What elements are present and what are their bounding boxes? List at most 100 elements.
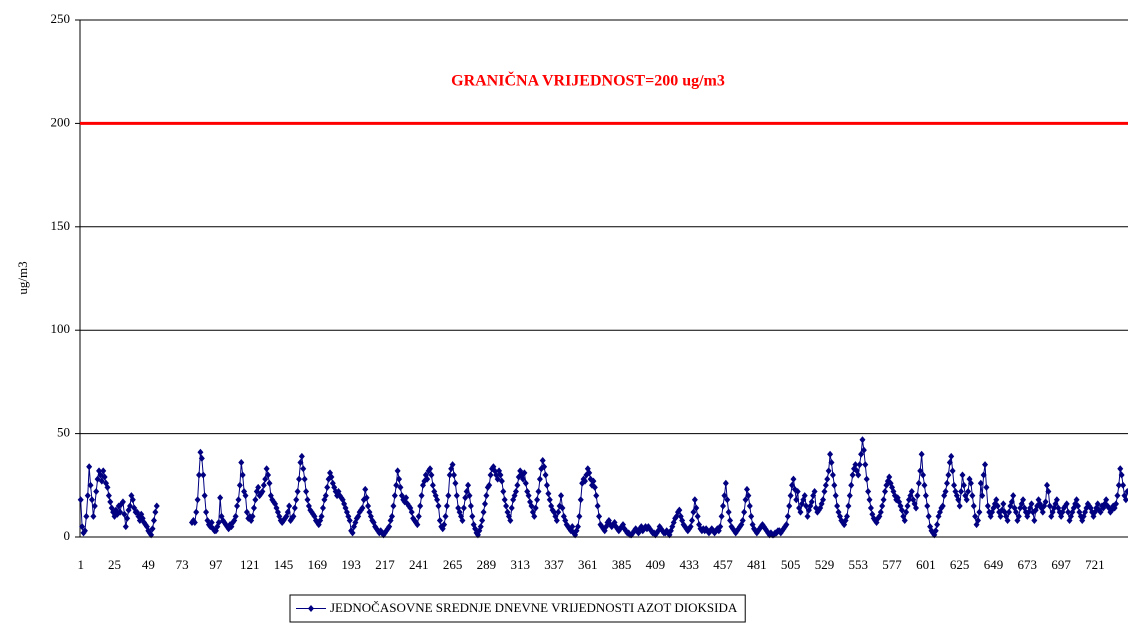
point: [124, 514, 131, 522]
point: [932, 527, 939, 535]
point: [449, 461, 456, 469]
point: [559, 504, 566, 512]
point: [534, 496, 541, 504]
point: [359, 504, 366, 512]
x-tick-label: 97: [209, 557, 223, 572]
point: [391, 492, 398, 500]
point: [217, 494, 224, 502]
point: [84, 492, 91, 500]
point: [865, 488, 872, 496]
point: [121, 510, 128, 518]
point: [803, 502, 810, 510]
y-tick-label: 50: [57, 425, 70, 440]
point: [741, 508, 748, 516]
point: [969, 492, 976, 500]
point: [266, 479, 273, 487]
point: [939, 502, 946, 510]
point: [739, 516, 746, 524]
point: [982, 461, 989, 469]
point: [789, 481, 796, 489]
point: [389, 512, 396, 520]
annotation: GRANIČNA VRIJEDNOST=200 ug/m3: [451, 71, 725, 90]
point: [450, 471, 457, 479]
point: [974, 516, 981, 524]
point: [263, 465, 270, 473]
point: [880, 496, 887, 504]
point: [532, 504, 539, 512]
point: [958, 488, 965, 496]
point: [507, 516, 514, 524]
point: [365, 502, 372, 510]
point: [746, 502, 753, 510]
point: [797, 508, 804, 516]
point: [834, 502, 841, 510]
point: [1091, 508, 1098, 516]
y-tick-label: 0: [64, 528, 71, 543]
point: [1074, 502, 1081, 510]
point: [898, 506, 905, 514]
point: [980, 471, 987, 479]
point: [993, 496, 1000, 504]
point: [249, 512, 256, 520]
point: [291, 504, 298, 512]
point: [725, 508, 732, 516]
point: [866, 496, 873, 504]
point: [955, 496, 962, 504]
point: [497, 471, 504, 479]
x-tick-label: 649: [984, 557, 1004, 572]
point: [577, 496, 584, 504]
point: [436, 516, 443, 524]
point: [915, 479, 922, 487]
point: [487, 471, 494, 479]
point: [949, 467, 956, 475]
point: [1073, 496, 1080, 504]
point: [465, 481, 472, 489]
point: [424, 475, 431, 483]
point: [152, 508, 159, 516]
point: [541, 463, 548, 471]
point: [724, 496, 731, 504]
point: [445, 492, 452, 500]
point: [860, 446, 867, 454]
point: [328, 473, 335, 481]
point: [298, 452, 305, 460]
point: [105, 492, 112, 500]
point: [1069, 508, 1076, 516]
point: [208, 519, 215, 527]
point: [414, 521, 421, 529]
x-tick-label: 721: [1085, 557, 1105, 572]
point: [822, 481, 829, 489]
point: [997, 512, 1004, 520]
point: [435, 502, 442, 510]
point: [934, 521, 941, 529]
point: [984, 502, 991, 510]
point: [243, 508, 250, 516]
point: [91, 502, 98, 510]
point: [203, 508, 210, 516]
x-tick-label: 625: [950, 557, 970, 572]
point: [1097, 508, 1104, 516]
x-tick-label: 49: [142, 557, 155, 572]
point: [721, 492, 728, 500]
point: [1053, 496, 1060, 504]
point: [845, 502, 852, 510]
point: [300, 465, 307, 473]
point: [555, 508, 562, 516]
point: [917, 467, 924, 475]
x-tick-label: 529: [815, 557, 835, 572]
x-tick-label: 673: [1018, 557, 1038, 572]
x-tick-label: 409: [646, 557, 666, 572]
point: [512, 488, 519, 496]
point: [804, 512, 811, 520]
point: [428, 471, 435, 479]
point: [832, 492, 839, 500]
point: [858, 450, 865, 458]
point: [77, 496, 84, 504]
point: [1065, 508, 1072, 516]
x-tick-label: 553: [849, 557, 869, 572]
point: [972, 512, 979, 520]
point: [521, 469, 528, 477]
x-tick-label: 481: [747, 557, 767, 572]
point: [1049, 508, 1056, 516]
point: [397, 483, 404, 491]
